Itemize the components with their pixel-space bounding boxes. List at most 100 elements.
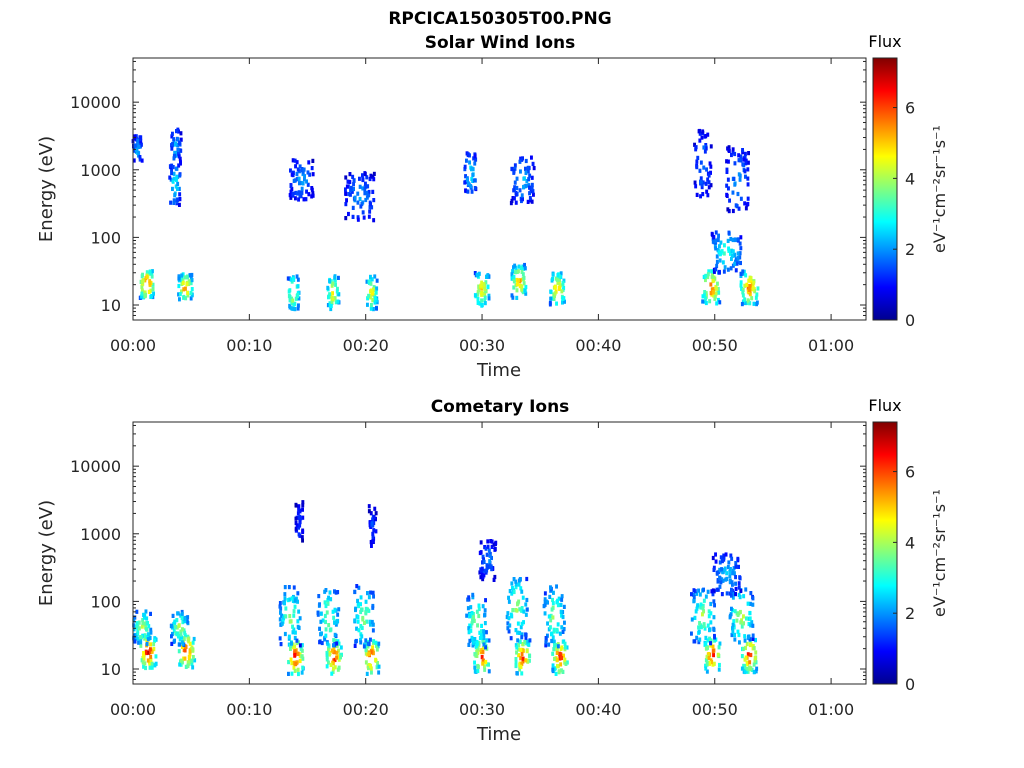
- heatmap-cell: [716, 587, 720, 592]
- heatmap-cell: [466, 606, 470, 611]
- heatmap-cell: [522, 275, 526, 281]
- heatmap-cell: [737, 592, 741, 597]
- heatmap-cell: [733, 261, 737, 266]
- heatmap-cell: [714, 291, 718, 296]
- heatmap-cell: [373, 274, 377, 279]
- heatmap-cell: [698, 637, 702, 642]
- heatmap-cell: [280, 621, 284, 626]
- heatmap-cell: [136, 142, 140, 147]
- heatmap-cell: [518, 667, 522, 672]
- heatmap-cell: [506, 621, 510, 626]
- heatmap-cell: [377, 670, 381, 675]
- heatmap-cell: [479, 633, 483, 638]
- heatmap-cell: [179, 278, 183, 283]
- panel-title: Cometary Ions: [431, 397, 570, 417]
- heatmap-cell: [551, 597, 554, 603]
- heatmap-cell: [514, 660, 518, 665]
- heatmap-cell: [486, 539, 490, 544]
- heatmap-cell: [481, 604, 485, 609]
- heatmap-cell: [482, 645, 485, 651]
- heatmap-cell: [524, 602, 528, 607]
- heatmap-cell: [723, 265, 727, 270]
- heatmap-cell: [340, 652, 343, 657]
- heatmap-cell: [482, 642, 486, 647]
- heatmap-cell: [297, 640, 300, 645]
- heatmap-cell: [730, 152, 733, 158]
- heatmap-cell: [723, 243, 726, 248]
- heatmap-cell: [556, 642, 560, 647]
- heatmap-cell: [561, 280, 565, 286]
- colorbar-tick-label: 4: [905, 169, 915, 188]
- heatmap-cell: [734, 575, 737, 580]
- heatmap-cell: [718, 567, 722, 572]
- heatmap-cell: [170, 170, 173, 176]
- heatmap-cell: [472, 615, 475, 620]
- heatmap-cell: [336, 590, 340, 595]
- heatmap-cell: [359, 595, 363, 600]
- heatmap-cell: [170, 634, 173, 639]
- heatmap-cell: [705, 661, 709, 666]
- heatmap-cell: [746, 298, 750, 303]
- heatmap-cell: [702, 274, 706, 280]
- heatmap-cell: [325, 655, 329, 660]
- heatmap-cell: [179, 662, 183, 667]
- heatmap-cell: [735, 618, 739, 623]
- heatmap-cell: [737, 585, 741, 590]
- heatmap-cell: [516, 621, 520, 626]
- heatmap-cell: [477, 603, 481, 608]
- heatmap-cell: [336, 612, 340, 617]
- heatmap-cell: [544, 640, 548, 645]
- heatmap-cell: [150, 661, 154, 666]
- heatmap-cell: [337, 657, 341, 662]
- heatmap-cell: [711, 649, 715, 654]
- heatmap-cell: [478, 636, 482, 641]
- heatmap-cell: [477, 664, 480, 669]
- heatmap-cell: [739, 154, 743, 159]
- heatmap-cell: [747, 151, 750, 156]
- heatmap-cell: [144, 293, 147, 298]
- y-tick-label: 10: [101, 660, 121, 679]
- heatmap-cell: [543, 611, 547, 616]
- heatmap-cell: [290, 596, 294, 601]
- heatmap-cell: [560, 668, 563, 673]
- heatmap-cell: [524, 166, 527, 171]
- heatmap-cell: [372, 515, 376, 520]
- heatmap-cell: [722, 269, 726, 274]
- heatmap-cell: [367, 279, 371, 284]
- heatmap-cell: [178, 642, 182, 647]
- heatmap-cell: [369, 274, 372, 279]
- heatmap-cell: [747, 287, 751, 292]
- heatmap-cell: [715, 286, 719, 291]
- heatmap-cell: [184, 286, 187, 291]
- heatmap-cell: [134, 635, 138, 640]
- heatmap-cell: [694, 184, 698, 189]
- heatmap-cell: [730, 606, 733, 611]
- heatmap-cell: [514, 582, 518, 587]
- heatmap-cell: [696, 603, 700, 608]
- heatmap-cell: [709, 620, 713, 625]
- heatmap-cell: [375, 665, 379, 670]
- heatmap-cell: [702, 609, 705, 614]
- heatmap-cell: [528, 185, 531, 190]
- heatmap-cell: [511, 269, 514, 274]
- heatmap-cell: [512, 170, 516, 175]
- heatmap-cell: [486, 544, 490, 549]
- heatmap-cell: [730, 256, 733, 261]
- heatmap-cell: [365, 195, 369, 200]
- heatmap-cell: [737, 581, 741, 586]
- heatmap-cell: [559, 602, 563, 607]
- heatmap-cell: [178, 156, 182, 161]
- heatmap-cell: [707, 614, 711, 619]
- heatmap-cell: [298, 194, 302, 199]
- heatmap-cell: [549, 289, 553, 295]
- heatmap-cell: [704, 300, 708, 306]
- heatmap-cell: [172, 628, 176, 633]
- heatmap-cell: [731, 582, 734, 587]
- heatmap-cell: [356, 615, 360, 620]
- heatmap-cell: [704, 594, 708, 599]
- heatmap-cell: [738, 575, 742, 580]
- heatmap-cell: [519, 664, 523, 669]
- heatmap-cell: [359, 624, 363, 629]
- heatmap-cell: [715, 301, 719, 306]
- heatmap-cell: [714, 552, 717, 557]
